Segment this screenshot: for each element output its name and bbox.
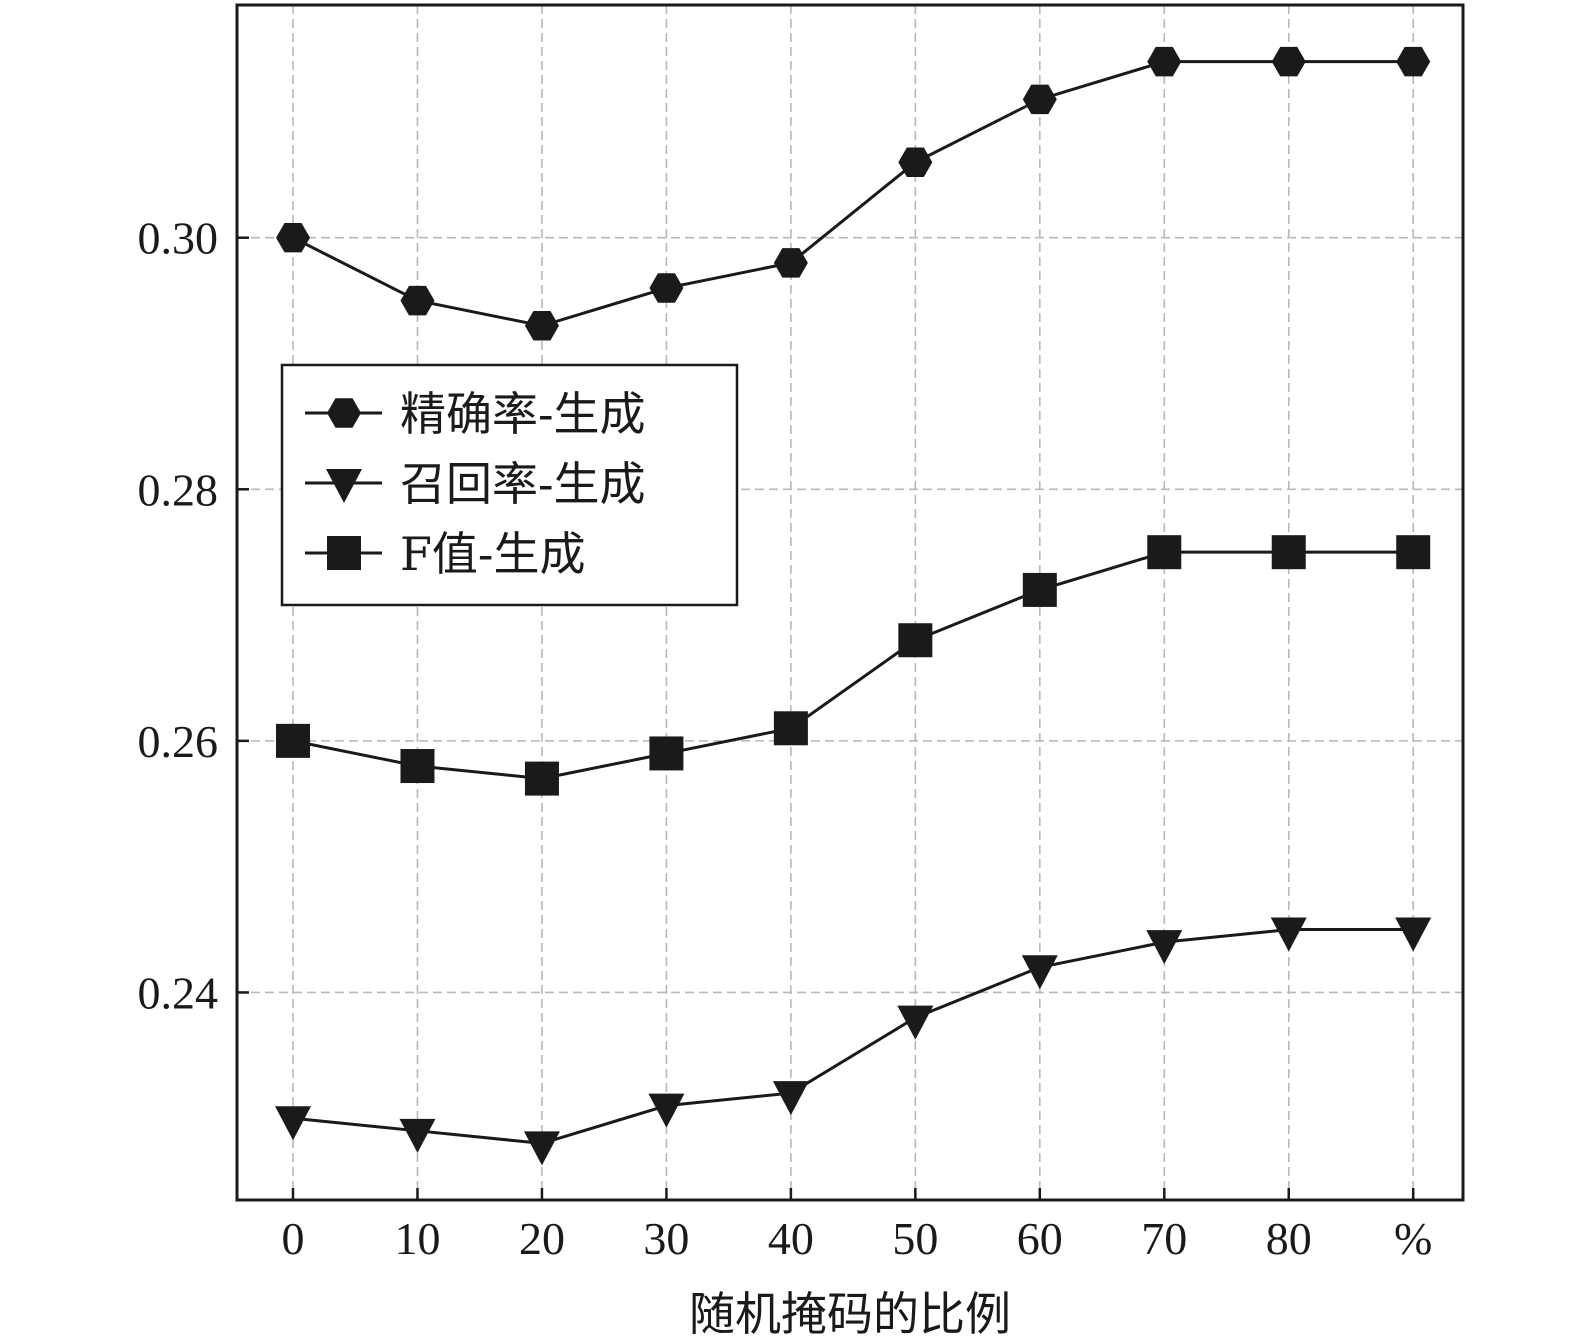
x-tick-label: 0: [282, 1213, 305, 1264]
x-tick-label: 10: [394, 1213, 440, 1264]
y-tick-label: 0.28: [138, 464, 219, 515]
data-point-hexagon: [649, 273, 684, 303]
x-tick-label: 60: [1017, 1213, 1063, 1264]
data-point-hexagon: [1022, 84, 1057, 115]
data-point-triangle: [1146, 930, 1183, 965]
x-tick-label: 20: [519, 1213, 565, 1264]
data-point-square: [1147, 535, 1182, 570]
series-f-value: [276, 535, 1431, 796]
x-tick-label: 40: [768, 1213, 814, 1264]
data-point-triangle: [399, 1118, 436, 1153]
data-point-triangle: [1395, 917, 1432, 952]
data-point-square: [773, 711, 808, 746]
legend-square-icon: [327, 536, 361, 570]
ticks: [237, 236, 1415, 1200]
x-tick-label: 80: [1266, 1213, 1312, 1264]
x-tick-label: %: [1394, 1213, 1432, 1264]
legend-label-f-value: F值-生成: [400, 527, 585, 581]
data-point-hexagon: [524, 311, 559, 341]
data-point-hexagon: [1396, 46, 1431, 77]
data-point-square: [1022, 572, 1057, 607]
legend-label-recall: 召回率-生成: [400, 457, 646, 511]
data-point-square: [400, 749, 435, 784]
x-tick-label: 70: [1141, 1213, 1187, 1264]
series-precision: [276, 46, 1431, 341]
y-tick-label: 0.24: [138, 967, 219, 1018]
data-point-triangle: [772, 1081, 809, 1116]
legend-entry-precision: 精确率-生成: [305, 387, 646, 441]
grid: [237, 5, 1463, 1200]
x-tick-label: 50: [892, 1213, 938, 1264]
data-point-hexagon: [276, 222, 311, 253]
data-point-hexagon: [1271, 46, 1306, 77]
series-line-f-value: [292, 550, 1414, 781]
y-tick-label: 0.30: [138, 213, 219, 264]
series-layer: [275, 46, 1432, 1166]
y-tick-label: 0.26: [138, 716, 219, 767]
data-point-hexagon: [400, 285, 435, 316]
legend-entry-f-value: F值-生成: [305, 527, 585, 581]
data-point-square: [1271, 535, 1306, 570]
x-tick-label: 30: [643, 1213, 689, 1264]
data-point-triangle: [523, 1131, 560, 1166]
data-point-triangle: [1270, 917, 1307, 952]
data-point-hexagon: [773, 248, 808, 278]
legend-triangle-down-icon: [326, 469, 362, 503]
data-point-triangle: [1021, 955, 1058, 990]
data-point-hexagon: [898, 147, 933, 177]
tick-labels: 0 10 20 30 40 50 60 70 80 % 0.24 0.26 0.28 0.30: [138, 213, 1433, 1264]
data-point-square: [276, 723, 311, 758]
data-point-triangle: [275, 1106, 312, 1141]
data-point-hexagon: [1147, 46, 1182, 77]
data-point-square: [524, 761, 559, 796]
series-line-precision: [292, 60, 1414, 328]
plot-frame: [235, 3, 1465, 1202]
legend: 精确率-生成 召回率-生成 F值-生成: [280, 363, 739, 607]
x-axis-label: 随机掩码的比例: [689, 1287, 1011, 1339]
data-point-square: [1396, 535, 1431, 570]
legend-hexagon-icon: [327, 398, 361, 428]
legend-entry-recall: 召回率-生成: [305, 457, 646, 511]
data-point-triangle: [897, 1005, 934, 1040]
data-point-square: [649, 736, 684, 771]
series-line-recall: [292, 928, 1414, 1145]
data-point-square: [898, 623, 933, 658]
data-point-triangle: [648, 1093, 685, 1128]
series-recall: [275, 917, 1432, 1166]
legend-label-precision: 精确率-生成: [400, 387, 646, 441]
